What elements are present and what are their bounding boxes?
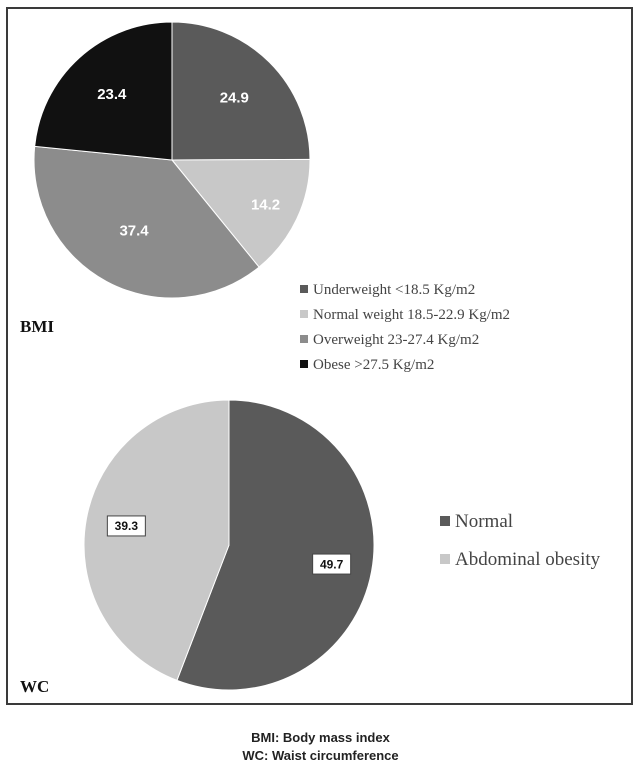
legend-swatch-underweight-18-5-kg-m2	[300, 285, 308, 293]
pie-slice-underweight-18-5-kg-m2	[171, 21, 311, 161]
bmi-pie: 24.9 14.2 37.4 23.4	[33, 21, 311, 299]
pie-slice-normal-weight-18-5-22-9-kg-m2	[170, 158, 311, 268]
legend-label-obese-27-5-kg-m2: Obese >27.5 Kg/m2	[313, 357, 434, 373]
legend-label-normal: Normal	[455, 511, 513, 532]
caption-bmi: BMI: Body mass index	[251, 730, 390, 745]
pie-slice-overweight-23-27-4-kg-m2	[33, 145, 260, 299]
legend-swatch-overweight-23-27-4-kg-m2	[300, 335, 308, 343]
wc-pie: 49.7 39.3	[83, 399, 375, 691]
data-label-box	[106, 515, 146, 537]
data-label-overweight-23-27-4-kg-m2: 37.4	[119, 223, 149, 240]
legend-swatch-obese-27-5-kg-m2	[300, 360, 308, 368]
legend-swatch-normal-weight-18-5-22-9-kg-m2	[300, 310, 308, 318]
data-label-abdominal-obesity: 39.3	[115, 519, 139, 533]
legend-swatch-abdominal-obesity	[440, 554, 450, 564]
data-label-obese-27-5-kg-m2: 23.4	[97, 86, 127, 103]
caption-wc: WC: Waist circumference	[242, 748, 399, 763]
bmi-legend: Underweight <18.5 Kg/m2 Normal weight 18.…	[300, 282, 510, 373]
pie-slice-abdominal-obesity	[83, 399, 230, 681]
pie-slice-obese-27-5-kg-m2	[34, 21, 173, 161]
data-label-box	[312, 553, 352, 575]
legend-swatch-normal	[440, 516, 450, 526]
legend-label-overweight-23-27-4-kg-m2: Overweight 23-27.4 Kg/m2	[313, 332, 479, 348]
legend-label-normal-weight-18-5-22-9-kg-m2: Normal weight 18.5-22.9 Kg/m2	[313, 307, 510, 323]
pie-slice-normal	[176, 399, 375, 691]
data-label-normal: 49.7	[320, 557, 344, 571]
wc-panel-label: WC	[20, 677, 49, 696]
legend-label-underweight-18-5-kg-m2: Underweight <18.5 Kg/m2	[313, 282, 475, 298]
legend-label-abdominal-obesity: Abdominal obesity	[455, 549, 601, 570]
wc-legend: Normal Abdominal obesity	[440, 511, 601, 570]
data-label-normal-weight-18-5-22-9-kg-m2: 14.2	[251, 197, 280, 214]
data-label-underweight-18-5-kg-m2: 24.9	[220, 90, 249, 107]
bmi-panel-label: BMI	[20, 317, 54, 336]
